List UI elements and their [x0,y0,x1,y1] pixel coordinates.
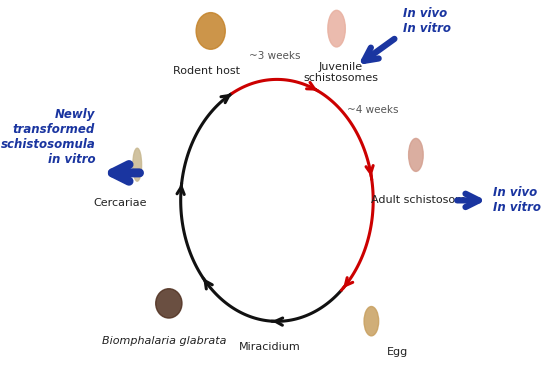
Ellipse shape [156,289,182,318]
Text: Adult schistosomes: Adult schistosomes [371,195,478,205]
Ellipse shape [196,13,225,49]
Text: In vivo
In vitro: In vivo In vitro [493,186,541,214]
Text: Miracidium: Miracidium [239,342,300,352]
Ellipse shape [328,10,345,47]
Text: Egg: Egg [386,347,407,357]
Text: Cercariae: Cercariae [94,198,147,208]
Ellipse shape [133,148,142,181]
Text: Biomphalaria glabrata: Biomphalaria glabrata [102,337,227,346]
Text: ~4 weeks: ~4 weeks [347,105,398,115]
Text: Rodent host: Rodent host [173,66,240,76]
Ellipse shape [408,138,423,172]
Text: In vivo
In vitro: In vivo In vitro [403,7,451,35]
Text: ~3 weeks: ~3 weeks [249,51,301,61]
Text: Newly
transformed
schistosomula
in vitro: Newly transformed schistosomula in vitro [1,107,95,166]
Text: Juvenile
schistosomes: Juvenile schistosomes [304,62,378,83]
Ellipse shape [364,307,379,336]
